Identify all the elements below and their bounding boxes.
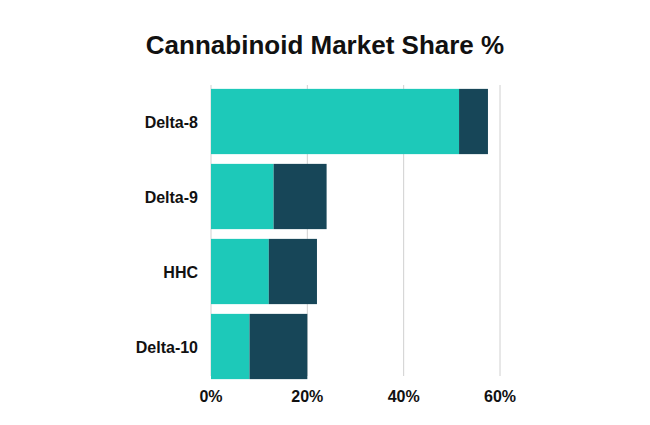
tick-label: 40%	[388, 388, 420, 405]
bar-segment	[211, 89, 459, 154]
bar-segment	[459, 89, 488, 154]
bar-segment	[250, 314, 308, 379]
tick-label: 0%	[199, 388, 222, 405]
bar-segment	[269, 239, 317, 304]
category-label: Delta-10	[136, 339, 198, 356]
bar-segment	[211, 239, 269, 304]
chart-container: Cannabinoid Market Share % 0% 20% 40% 60% Del…	[0, 0, 650, 425]
bars	[211, 89, 488, 379]
bar-segment	[274, 164, 327, 229]
category-label: Delta-8	[145, 114, 198, 131]
category-label: Delta-9	[145, 189, 198, 206]
tick-label: 60%	[484, 388, 516, 405]
bar-segment	[211, 314, 250, 379]
category-label: HHC	[163, 264, 198, 281]
grid-line	[500, 85, 501, 376]
chart-title: Cannabinoid Market Share %	[146, 30, 504, 60]
chart-svg: Cannabinoid Market Share % 0% 20% 40% 60% Del…	[0, 0, 650, 425]
tick-label: 20%	[291, 388, 323, 405]
bar-segment	[211, 164, 274, 229]
